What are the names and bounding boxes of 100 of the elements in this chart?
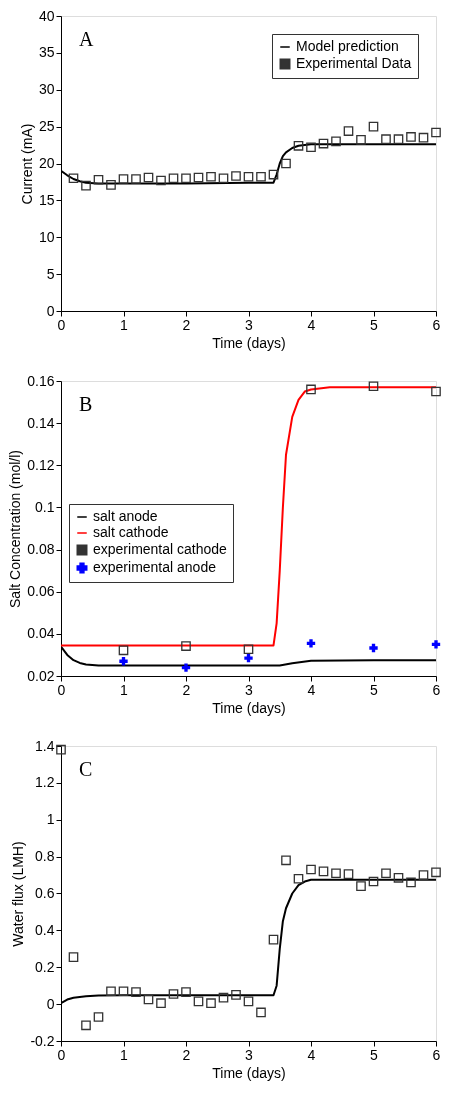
y-tick-label: 0.6 [35,885,55,901]
annotation: B [79,393,93,415]
point [181,641,191,651]
point [331,868,341,879]
point [206,171,216,182]
point [81,1020,91,1031]
point [218,992,229,1003]
legend-label: Model prediction [296,38,399,54]
point [131,987,141,997]
point [393,134,404,144]
y-tick-label: 30 [38,81,55,98]
point [306,142,316,153]
y-tick-label: 20 [38,155,55,171]
y-tick-label: 10 [38,228,55,245]
y-tick-label: 0.2 [35,958,55,975]
y-axis-title: Water flux (LMH) [10,841,27,947]
y-tick-label: 0.02 [27,667,55,684]
x-tick-label: 0 [57,681,66,698]
y-tick-label: 40 [38,7,55,24]
annotation: A [79,28,94,50]
y-tick-label: 1.2 [35,774,55,791]
point [119,657,128,666]
y-tick-label: 0.04 [27,625,55,642]
point [306,384,316,395]
x-tick-label: 6 [432,1046,441,1063]
point [318,866,329,877]
x-tick-label: 4 [307,316,316,333]
point [431,386,441,397]
point [244,653,253,663]
x-tick-label: 3 [245,316,254,333]
point [68,173,79,184]
y-tick-label: -0.2 [30,1032,55,1049]
x-tick-label: 1 [120,316,129,333]
x-tick-label: 0 [57,316,66,333]
point [369,643,378,653]
point [393,873,404,883]
x-tick-label: 3 [245,681,254,698]
point [93,1012,104,1022]
x-tick-label: 5 [370,681,379,698]
x-axis-title: Time (days) [212,699,286,716]
point [418,870,429,880]
x-tick-label: 4 [307,1046,316,1063]
y-tick-label: 0 [46,995,55,1012]
point [431,640,441,649]
x-tick-label: 2 [182,681,191,698]
y-tick-label: 35 [38,44,55,61]
x-tick-label: 2 [182,1046,191,1063]
point [331,136,341,147]
point [156,175,166,186]
point [143,994,154,1005]
point [168,173,179,184]
point [431,127,441,138]
x-tick-label: 6 [432,681,441,698]
x-tick-label: 2 [182,316,191,333]
point [193,996,204,1007]
y-axis-title: Salt Concentration (mol/l) [7,450,24,608]
point [293,873,304,884]
point [368,121,379,132]
point [118,986,129,997]
annotation: C [79,758,93,780]
y-tick-label: 25 [38,118,55,135]
point [243,996,254,1007]
x-tick-label: 0 [57,1046,66,1063]
point [418,132,429,143]
point [168,989,179,999]
point [318,138,329,149]
x-tick-label: 4 [307,681,316,698]
y-axis-title: Current (mA) [18,123,35,205]
legend-label: experimental anode [93,559,217,575]
point [343,126,354,136]
point [231,171,241,181]
point [181,173,191,184]
x-axis-title: Time (days) [212,1064,286,1081]
y-tick-label: 0.1 [35,498,55,515]
y-tick-label: 0.08 [27,541,55,558]
point [343,869,354,879]
point [118,174,129,184]
legend-label: salt cathode [93,524,169,540]
point [243,171,254,182]
point [181,987,191,997]
point [143,172,154,183]
y-tick-label: 0.14 [27,414,55,431]
point [118,645,129,656]
point [68,952,79,962]
x-tick-label: 3 [245,1046,254,1063]
y-tick-label: 0.12 [27,456,55,473]
point [156,998,166,1009]
y-tick-label: 0.8 [35,848,55,865]
x-tick-label: 5 [370,1046,379,1063]
y-tick-label: 15 [38,191,55,208]
point [293,140,304,151]
point [93,174,104,185]
point [256,1007,266,1018]
point [306,864,316,875]
y-tick-label: 0.16 [27,372,55,389]
y-tick-label: 0.4 [35,921,55,938]
point [218,173,229,184]
point [106,986,116,997]
legend-label: salt anode [93,508,158,524]
point [131,174,141,184]
